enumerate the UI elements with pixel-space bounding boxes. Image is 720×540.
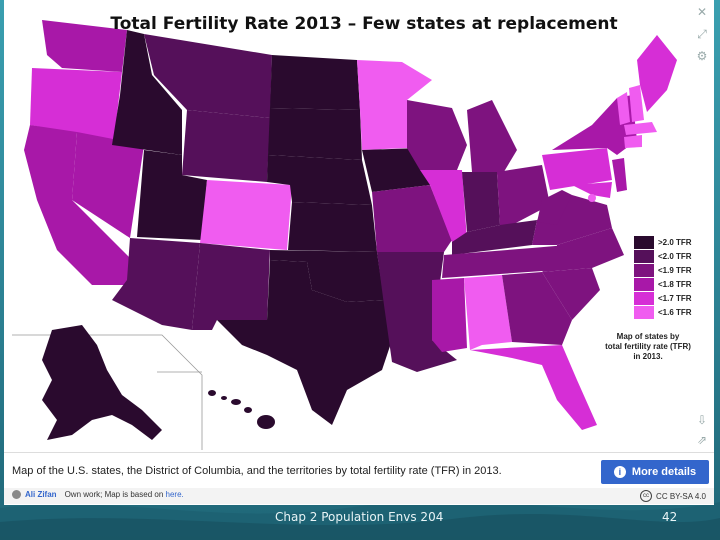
info-icon: i [613,466,626,478]
state-tennessee [442,245,567,278]
legend-swatch [634,277,654,291]
legend-item: <1.8 TFR [634,277,692,291]
author-link[interactable]: Ali Zifan [25,490,57,499]
state-west-virginia [537,190,572,225]
state-michigan [467,100,517,175]
district-of-columbia [588,194,596,202]
footer-wave-decoration [0,500,720,540]
legend-item: <1.6 TFR [634,305,692,319]
state-texas [217,260,392,425]
more-details-label: More details [631,466,697,478]
legend-item: >2.0 TFR [634,235,692,249]
state-maryland [572,182,612,198]
image-viewer-panel: Total Fertility Rate 2013 – Few states a… [4,0,714,505]
legend-label: <2.0 TFR [658,251,692,261]
state-nebraska [267,155,372,205]
more-details-button[interactable]: i More details [601,460,709,484]
state-kentucky [452,220,537,255]
state-new-hampshire [629,85,644,122]
expand-icon[interactable]: ⤢ [697,27,707,41]
state-montana [144,34,272,118]
slide-title: Total Fertility Rate 2013 – Few states a… [110,14,618,34]
legend-label: <1.9 TFR [658,265,692,275]
legend-caption: Map of states by total fertility rate (T… [598,332,698,362]
share-icon[interactable]: ⇗ [696,433,708,447]
legend-swatch [634,249,654,263]
legend-swatch [634,291,654,305]
state-north-dakota [270,55,360,110]
state-wisconsin [407,100,467,170]
slide-page-number: 42 [662,510,678,524]
source-text: Own work; Map is based on [64,490,164,499]
state-south-dakota [268,108,362,160]
cc-license-icon: cc [640,490,653,502]
download-icon[interactable]: ⇩ [696,413,708,427]
state-new-mexico [192,243,270,330]
state-utah [137,150,207,240]
state-ohio [497,165,550,225]
settings-icon[interactable]: ⚙ [696,49,708,63]
legend-caption-line: in 2013. [633,352,663,361]
user-icon [12,490,21,499]
state-oklahoma [270,250,384,302]
license-label: CC BY-SA 4.0 [656,491,706,501]
state-missouri [372,185,452,252]
state-illinois [420,170,467,242]
legend-label: <1.6 TFR [658,307,692,317]
legend-swatch [634,263,654,277]
slide-footer: Chap 2 Population Envs 204 [275,510,444,524]
viewer-toolbar: ✕ ⤢ ⚙ [692,0,712,70]
close-icon[interactable]: ✕ [696,5,708,19]
image-info-bar: Map of the U.S. states, the District of … [4,452,714,491]
state-connecticut [624,135,642,148]
legend-swatch [634,305,654,319]
legend-item: <1.9 TFR [634,263,692,277]
state-wyoming [182,110,270,182]
legend-swatch [634,235,654,249]
legend-caption-line: total fertility rate (TFR) [605,342,691,351]
legend-item: <2.0 TFR [634,249,692,263]
legend-label: <1.7 TFR [658,293,692,303]
author-credit: Ali Zifan Own work; Map is based on here… [12,490,184,499]
map-legend: >2.0 TFR <2.0 TFR <1.9 TFR <1.8 TFR <1.7… [634,235,692,319]
state-new-york [552,95,637,155]
state-washington [42,20,127,72]
state-hawaii [208,390,275,429]
state-nevada [72,132,144,238]
state-indiana [462,172,500,232]
source-link[interactable]: here. [165,490,184,499]
license-info[interactable]: cc CC BY-SA 4.0 [640,490,706,502]
state-idaho [112,30,182,155]
state-minnesota [357,60,432,150]
state-alabama [464,275,512,350]
state-pennsylvania [542,148,612,190]
state-colorado [200,180,292,250]
state-mississippi [432,278,467,352]
state-florida [470,345,597,430]
state-kansas [288,202,377,252]
state-california [24,125,132,285]
state-arkansas [377,252,444,305]
legend-label: <1.8 TFR [658,279,692,289]
state-georgia [502,272,572,345]
legend-label: >2.0 TFR [658,237,692,247]
state-massachusetts [624,122,657,135]
state-arizona [112,238,200,330]
state-south-carolina [542,268,600,320]
state-vermont [617,92,630,125]
credit-bar: Ali Zifan Own work; Map is based on here… [4,488,714,504]
legend-caption-line: Map of states by [616,332,680,341]
state-oregon [30,68,122,140]
legend-item: <1.7 TFR [634,291,692,305]
state-iowa [362,148,430,192]
state-louisiana [384,305,457,372]
state-virginia [532,195,612,245]
state-north-carolina [542,228,624,272]
state-new-jersey [612,158,627,192]
state-alaska [42,325,162,440]
image-description: Map of the U.S. states, the District of … [12,465,502,477]
state-maine [637,35,677,112]
us-fertility-map [12,20,677,450]
